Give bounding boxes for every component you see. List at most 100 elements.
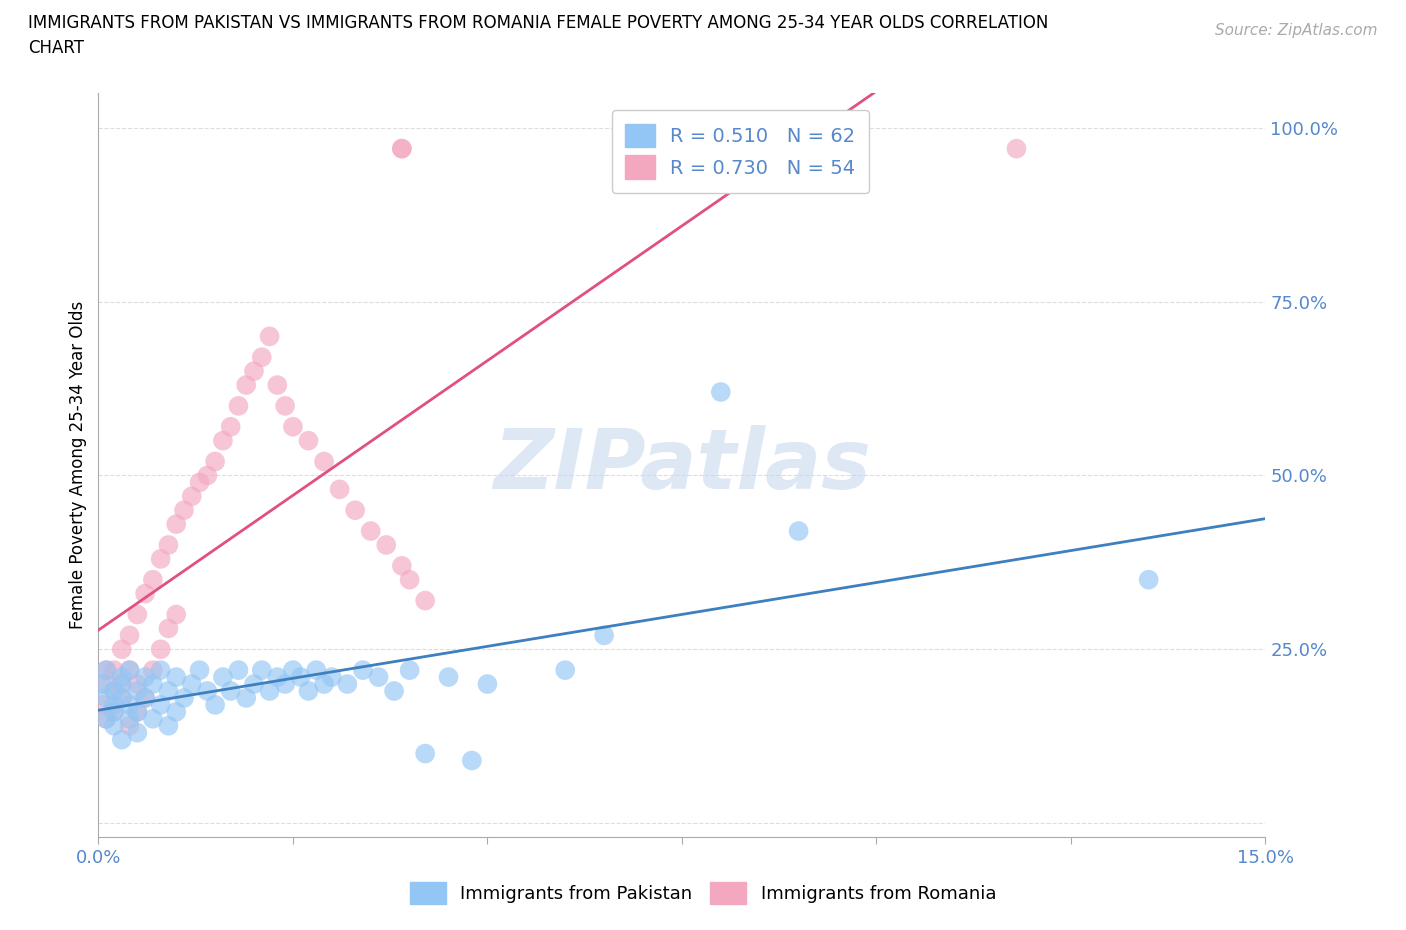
Point: [398, 663, 420, 678]
Point: [157, 538, 180, 552]
Point: [118, 663, 141, 678]
Point: [142, 572, 165, 587]
Point: [96, 711, 118, 726]
Point: [96, 663, 118, 678]
Point: [259, 329, 281, 344]
Point: [212, 670, 235, 684]
Point: [157, 621, 180, 636]
Point: [103, 684, 125, 698]
Point: [266, 378, 288, 392]
Point: [228, 663, 250, 678]
Point: [91, 698, 114, 712]
Point: [243, 364, 266, 379]
Text: Source: ZipAtlas.com: Source: ZipAtlas.com: [1215, 23, 1378, 38]
Point: [204, 698, 226, 712]
Point: [329, 482, 352, 497]
Point: [96, 677, 118, 692]
Point: [274, 677, 297, 692]
Point: [134, 690, 156, 705]
Point: [127, 677, 149, 692]
Point: [149, 663, 172, 678]
Text: ZIPatlas: ZIPatlas: [494, 424, 870, 506]
Point: [127, 607, 149, 622]
Point: [391, 141, 413, 156]
Point: [204, 454, 226, 469]
Point: [195, 468, 218, 483]
Point: [1005, 141, 1028, 156]
Point: [149, 642, 172, 657]
Point: [250, 350, 273, 365]
Point: [165, 607, 187, 622]
Point: [312, 677, 335, 692]
Point: [593, 628, 616, 643]
Point: [134, 670, 156, 684]
Point: [127, 704, 149, 719]
Point: [274, 398, 297, 413]
Point: [352, 663, 374, 678]
Point: [290, 670, 312, 684]
Point: [297, 433, 319, 448]
Point: [243, 677, 266, 692]
Point: [250, 663, 273, 678]
Point: [391, 141, 413, 156]
Point: [127, 725, 149, 740]
Point: [118, 718, 141, 733]
Legend: R = 0.510   N = 62, R = 0.730   N = 54: R = 0.510 N = 62, R = 0.730 N = 54: [612, 110, 869, 193]
Point: [367, 670, 389, 684]
Point: [96, 663, 118, 678]
Text: CHART: CHART: [28, 39, 84, 57]
Point: [195, 684, 218, 698]
Point: [219, 684, 242, 698]
Point: [134, 586, 156, 601]
Point: [118, 663, 141, 678]
Point: [103, 698, 125, 712]
Point: [382, 684, 405, 698]
Point: [103, 704, 125, 719]
Point: [134, 690, 156, 705]
Text: IMMIGRANTS FROM PAKISTAN VS IMMIGRANTS FROM ROMANIA FEMALE POVERTY AMONG 25-34 Y: IMMIGRANTS FROM PAKISTAN VS IMMIGRANTS F…: [28, 14, 1049, 32]
Point: [188, 663, 211, 678]
Point: [235, 690, 257, 705]
Point: [96, 711, 118, 726]
Point: [165, 704, 187, 719]
Point: [111, 670, 134, 684]
Y-axis label: Female Poverty Among 25-34 Year Olds: Female Poverty Among 25-34 Year Olds: [69, 301, 87, 629]
Point: [103, 704, 125, 719]
Point: [173, 503, 195, 518]
Point: [111, 677, 134, 692]
Point: [142, 677, 165, 692]
Point: [398, 572, 420, 587]
Point: [103, 684, 125, 698]
Point: [157, 684, 180, 698]
Point: [173, 690, 195, 705]
Point: [142, 663, 165, 678]
Point: [149, 698, 172, 712]
Point: [413, 593, 436, 608]
Point: [127, 704, 149, 719]
Point: [103, 663, 125, 678]
Point: [305, 663, 328, 678]
Legend: Immigrants from Pakistan, Immigrants from Romania: Immigrants from Pakistan, Immigrants fro…: [402, 875, 1004, 911]
Point: [165, 670, 187, 684]
Point: [710, 384, 733, 399]
Point: [212, 433, 235, 448]
Point: [142, 711, 165, 726]
Point: [413, 746, 436, 761]
Point: [118, 698, 141, 712]
Point: [554, 663, 576, 678]
Point: [118, 711, 141, 726]
Point: [111, 690, 134, 705]
Point: [312, 454, 335, 469]
Point: [235, 378, 257, 392]
Point: [297, 684, 319, 698]
Point: [157, 718, 180, 733]
Point: [127, 684, 149, 698]
Point: [91, 677, 114, 692]
Point: [321, 670, 343, 684]
Point: [188, 475, 211, 490]
Point: [111, 732, 134, 747]
Point: [96, 690, 118, 705]
Point: [111, 677, 134, 692]
Point: [375, 538, 398, 552]
Point: [281, 419, 304, 434]
